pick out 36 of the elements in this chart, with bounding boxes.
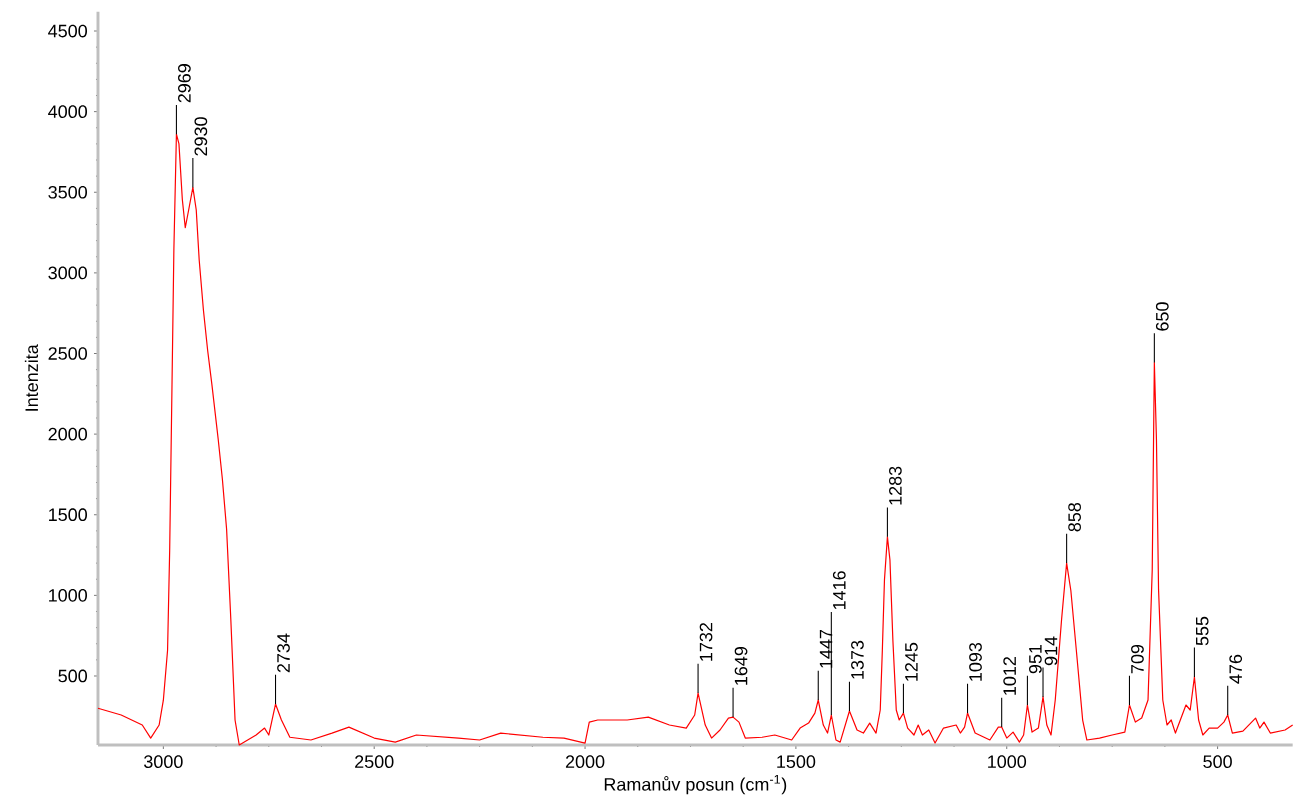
annotation: 1373 — [851, 640, 864, 679]
x-tick-label: 2000 — [565, 755, 605, 768]
y-tick-label: 4500 — [48, 24, 88, 38]
y-tick-label: 2000 — [48, 427, 88, 441]
annotation: 476 — [1229, 654, 1243, 684]
annotation: 709 — [1131, 644, 1144, 674]
annotation: 1093 — [969, 642, 982, 681]
annotation: 951 — [1029, 644, 1042, 674]
y-tick-label: 1000 — [49, 588, 88, 602]
y-axis-title: Intenzita — [24, 344, 39, 411]
annotation: 1732 — [699, 623, 713, 661]
annotation: 914 — [1044, 636, 1058, 666]
annotation: 1416 — [832, 571, 846, 610]
x-axis-title: Ramanův posun (cm$^{-1}$) — [604, 774, 787, 795]
x-tick-label: 500 — [1203, 755, 1232, 768]
y-tick-label: 3000 — [48, 266, 88, 280]
y-tick-label: 4000 — [48, 105, 88, 118]
x-tick-label: 1500 — [777, 755, 816, 768]
annotation: 2930 — [194, 117, 208, 156]
y-tick-label: 3500 — [48, 185, 88, 199]
annotation: 1283 — [889, 466, 902, 505]
y-tick-label: 2500 — [48, 347, 88, 360]
annotation: 2969 — [178, 64, 191, 103]
y-tick-label: 1500 — [49, 508, 88, 522]
annotation: 555 — [1196, 616, 1209, 646]
annotation: 1447 — [819, 629, 833, 668]
annotation: 2734 — [277, 633, 290, 673]
x-tick-label: 1000 — [988, 755, 1027, 768]
annotation: 1012 — [1003, 657, 1017, 695]
x-tick-label: 2500 — [355, 755, 394, 768]
annotation: 1245 — [905, 642, 918, 681]
y-tick-label: 500 — [58, 669, 88, 683]
annotation: 858 — [1068, 502, 1081, 532]
annotation: 650 — [1155, 302, 1169, 331]
annotation: 1649 — [734, 646, 748, 685]
x-tick-label: 3000 — [144, 755, 183, 768]
